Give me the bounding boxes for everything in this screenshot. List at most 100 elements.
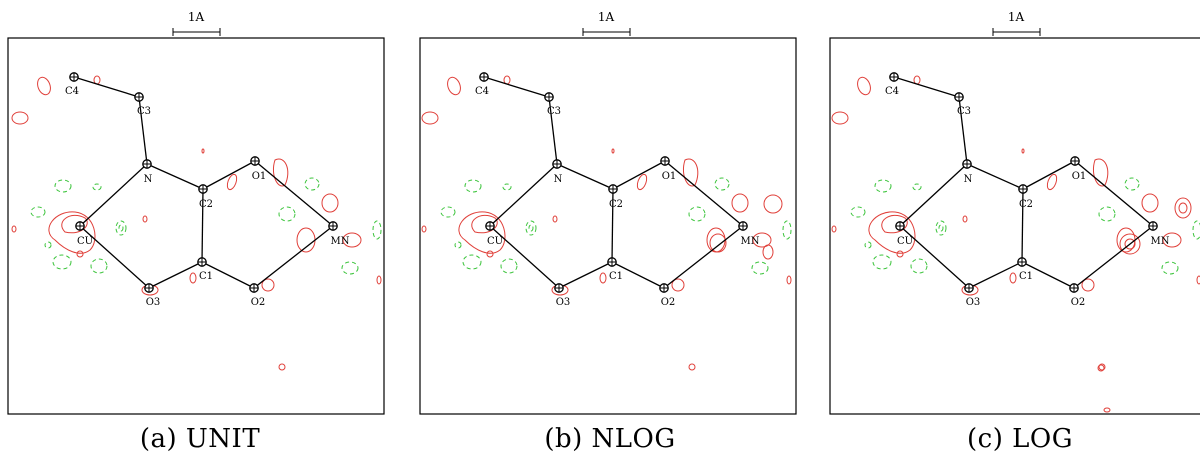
bond-line [966, 163, 1024, 190]
positive-contour [857, 76, 871, 96]
positive-contour [189, 272, 197, 284]
atom-label: N [964, 174, 973, 185]
atom-label: O1 [252, 171, 267, 182]
positive-contour [1178, 202, 1188, 214]
negative-contour [500, 258, 518, 274]
negative-contour [1124, 177, 1140, 191]
bond-line [893, 76, 960, 98]
atom-label: N [144, 174, 153, 185]
positive-contour [458, 211, 506, 254]
bond-line [79, 225, 150, 289]
density-contours [831, 75, 1200, 413]
negative-contour [90, 258, 108, 274]
atom-label: C3 [137, 106, 151, 117]
atom-c4: C4 [885, 72, 899, 97]
atom-c2: C2 [608, 184, 623, 210]
scale-bar-label: 1A [1008, 10, 1025, 24]
negative-contour [935, 220, 947, 236]
panel-log: 1A C4 C3 N C2 O1 MN CU C1 O3 O2 (c) LOG [820, 0, 1200, 459]
panel-nlog: 1A C4 C3 N C2 O1 MN CU C1 O3 O2 (b) NLOG [410, 0, 810, 459]
atom-o3: O3 [554, 283, 570, 308]
density-contours [11, 75, 382, 371]
positive-contour [1196, 275, 1200, 285]
atom-c1: C1 [1017, 257, 1033, 282]
atom-label: C1 [199, 271, 213, 282]
atom-c2: C2 [1018, 184, 1033, 210]
negative-contour [912, 183, 922, 191]
positive-contour [296, 227, 316, 253]
positive-contour [1162, 232, 1182, 248]
negative-contour [115, 220, 127, 236]
negative-contour [1161, 261, 1179, 275]
bond-line [899, 163, 968, 227]
atom-label: C3 [957, 106, 971, 117]
negative-contour [688, 206, 706, 222]
atom-mn: MN [738, 221, 760, 247]
atom-label: MN [331, 236, 350, 247]
bond-line [148, 261, 203, 289]
bond-line [548, 96, 558, 165]
atom-c4: C4 [65, 72, 79, 97]
bond-line [611, 188, 614, 263]
positive-contour [1046, 173, 1058, 191]
negative-contour [938, 224, 944, 232]
atom-label: CU [897, 236, 913, 247]
plot-frame [7, 37, 385, 415]
atom-cu: CU [485, 221, 503, 247]
positive-contour [1103, 407, 1111, 413]
bonds [483, 76, 744, 289]
bond-line [79, 163, 148, 227]
positive-contour [762, 244, 774, 260]
bonds [893, 76, 1154, 289]
density-map-log: 1A C4 C3 N C2 O1 MN CU C1 O3 O2 [829, 10, 1200, 415]
positive-contour [868, 211, 916, 254]
negative-contour [1192, 220, 1200, 240]
bond-line [1022, 160, 1076, 190]
negative-contour [464, 179, 482, 193]
negative-contour [525, 220, 537, 236]
negative-contour [30, 206, 46, 218]
positive-contour [471, 214, 498, 234]
positive-contour [831, 111, 849, 125]
positive-contour [731, 193, 749, 213]
negative-contour [850, 206, 866, 218]
bond-line [958, 96, 968, 165]
positive-contour [896, 250, 904, 258]
positive-contour [61, 214, 88, 234]
positive-contour [682, 158, 699, 187]
positive-contour [1021, 148, 1025, 154]
atom-label: C1 [1019, 271, 1033, 282]
negative-contour [92, 183, 102, 191]
bond-line [202, 160, 256, 190]
negative-contour [872, 254, 892, 270]
negative-contour [118, 224, 124, 232]
bond-line [489, 225, 560, 289]
scale-bar-label: 1A [598, 10, 615, 24]
positive-contour [11, 111, 29, 125]
bond-line [664, 160, 744, 227]
positive-contour [447, 76, 461, 96]
positive-contour [1124, 238, 1136, 250]
positive-contour [671, 278, 685, 292]
atom-c3: C3 [134, 92, 151, 117]
negative-contour [910, 258, 928, 274]
atom-c2: C2 [198, 184, 213, 210]
negative-contour [1098, 206, 1116, 222]
atom-mn: MN [1148, 221, 1170, 247]
atom-o2: O2 [249, 283, 265, 308]
positive-contour [706, 227, 726, 253]
atom-label: CU [77, 236, 93, 247]
positive-contour [752, 232, 772, 248]
atom-o2: O2 [659, 283, 675, 308]
atom-label: O1 [662, 171, 677, 182]
positive-contour [76, 250, 84, 258]
scale-bar [992, 28, 1041, 36]
bond-line [138, 96, 148, 165]
atom-o3: O3 [964, 283, 980, 308]
atom-label: C1 [609, 271, 623, 282]
positive-contour [376, 275, 382, 285]
bond-line [899, 225, 970, 289]
atom-n: N [552, 159, 563, 185]
atom-c3: C3 [544, 92, 561, 117]
positive-contour [226, 173, 238, 191]
